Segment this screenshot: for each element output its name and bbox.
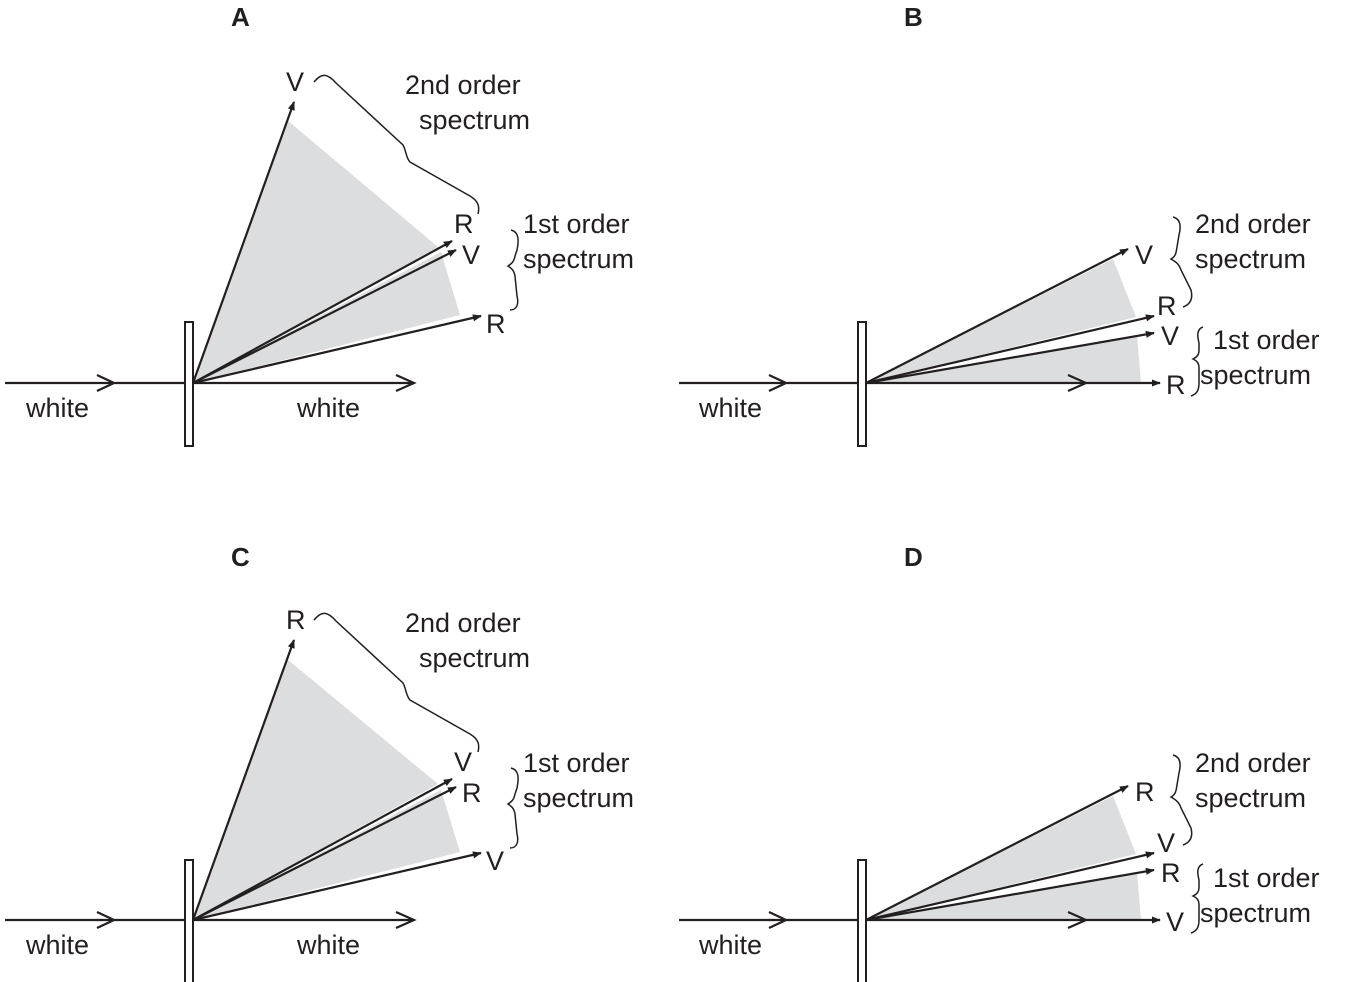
first-order-label-line2: spectrum [1200,360,1311,390]
incident-white-label: white [25,393,89,423]
second-order-upper-ray [865,248,1129,384]
incident-arrowhead [96,374,117,392]
second-order-upper-ray [191,639,296,921]
second-order-lower-ray [192,778,453,921]
second-order-shading [866,259,1136,383]
diffraction-grating [857,321,867,447]
panel-letter: D [904,542,923,572]
transmitted-white-label: white [296,393,360,423]
second-order-lower-end-label: R [1157,291,1177,321]
second-order-label-line2: spectrum [1195,783,1306,813]
first-order-label-line1: 1st order [1213,325,1320,355]
panel-letter: A [231,2,250,32]
first-order-upper-end-label: R [462,778,482,808]
second-order-upper-end-label: V [1135,240,1153,270]
first-order-label-line2: spectrum [1200,898,1311,928]
transmitted-arrowhead [395,373,417,393]
incident-arrowhead [768,911,789,929]
first-order-upper-ray [192,249,457,384]
second-order-upper-end-label: V [286,67,304,97]
incident-white-label: white [698,393,762,423]
second-order-brace [313,74,480,215]
second-order-lower-ray [865,851,1155,922]
second-order-upper-ray [191,101,296,384]
first-order-lower-end-label: R [1166,370,1186,400]
first-order-lower-ray [192,851,482,922]
second-order-upper-end-label: R [286,605,306,635]
second-order-label-line1: 2nd order [1195,748,1311,778]
second-order-brace [1169,216,1193,308]
first-order-upper-end-label: V [1161,321,1179,351]
first-order-lower-end-label: V [1166,907,1184,937]
first-order-upper-end-label: V [462,240,480,270]
second-order-upper-ray [865,785,1129,921]
second-order-label-line1: 2nd order [405,70,521,100]
first-order-brace [1190,326,1204,397]
first-order-label-line1: 1st order [1213,863,1320,893]
second-order-shading [193,120,438,383]
first-order-shading [193,790,460,920]
first-order-label-line2: spectrum [523,783,634,813]
first-order-lower-end-label: V [486,846,504,876]
incident-white-label: white [698,930,762,960]
transmitted-arrowhead [395,910,417,930]
diffraction-grating [184,321,194,447]
incident-arrowhead [768,374,789,392]
panel-letter: B [904,2,923,32]
first-order-label-line2: spectrum [523,244,634,274]
second-order-lower-end-label: V [454,747,472,777]
second-order-label-line2: spectrum [419,643,530,673]
second-order-lower-ray [865,314,1155,385]
second-order-shading [866,796,1136,920]
incident-white-label: white [25,930,89,960]
second-order-label-line1: 2nd order [405,608,521,638]
second-order-lower-ray [192,240,453,384]
second-order-shading [193,659,438,920]
second-order-lower-end-label: R [454,209,474,239]
incident-arrowhead [96,911,117,929]
second-order-label-line1: 2nd order [1195,209,1311,239]
second-order-upper-end-label: R [1135,777,1155,807]
first-order-upper-ray [865,330,1155,385]
second-order-label-line2: spectrum [419,105,530,135]
panel-letter: C [231,542,250,572]
diffraction-grating [857,859,867,982]
first-order-brace [506,767,519,849]
first-order-brace [506,229,519,311]
panel-a: A white white V R V R 2nd order spectrum… [5,2,634,447]
second-order-lower-end-label: V [1157,828,1175,858]
first-order-upper-end-label: R [1161,858,1181,888]
transmitted-white-label: white [296,930,360,960]
first-order-lower-ray [192,314,482,385]
panel-c: C white white R V R V 2nd order spectrum… [5,542,634,982]
zero-order-arrowhead [1067,910,1089,930]
first-order-upper-ray [865,867,1155,922]
panel-b: B white V R V R 2nd order spectrum 1st o… [679,2,1320,447]
diffraction-grating [184,859,194,982]
panel-d: D white R V R V 2nd order spectrum 1st o… [679,542,1320,982]
zero-order-arrowhead [1067,373,1089,393]
first-order-upper-ray [192,786,457,921]
first-order-lower-end-label: R [486,309,506,339]
second-order-brace [313,612,480,753]
second-order-label-line2: spectrum [1195,244,1306,274]
first-order-brace [1190,863,1204,934]
first-order-label-line1: 1st order [523,748,630,778]
first-order-label-line1: 1st order [523,209,630,239]
second-order-brace [1169,754,1193,846]
